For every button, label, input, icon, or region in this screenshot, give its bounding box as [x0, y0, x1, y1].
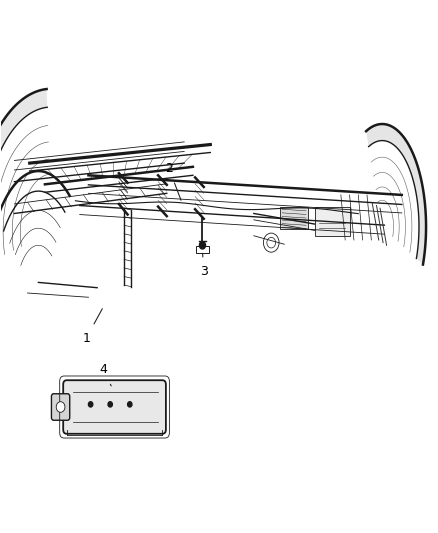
Text: 2: 2: [165, 162, 181, 200]
Polygon shape: [366, 124, 426, 264]
Polygon shape: [0, 89, 47, 268]
Circle shape: [108, 402, 113, 407]
Text: 3: 3: [200, 253, 208, 278]
FancyBboxPatch shape: [63, 380, 166, 434]
Circle shape: [56, 402, 65, 413]
FancyBboxPatch shape: [196, 246, 209, 253]
Circle shape: [88, 402, 93, 407]
Text: 1: 1: [82, 309, 102, 344]
FancyBboxPatch shape: [280, 207, 308, 229]
Text: 4: 4: [100, 364, 111, 386]
FancyBboxPatch shape: [315, 207, 350, 236]
FancyBboxPatch shape: [51, 394, 70, 420]
Circle shape: [199, 241, 205, 249]
Circle shape: [127, 402, 132, 407]
